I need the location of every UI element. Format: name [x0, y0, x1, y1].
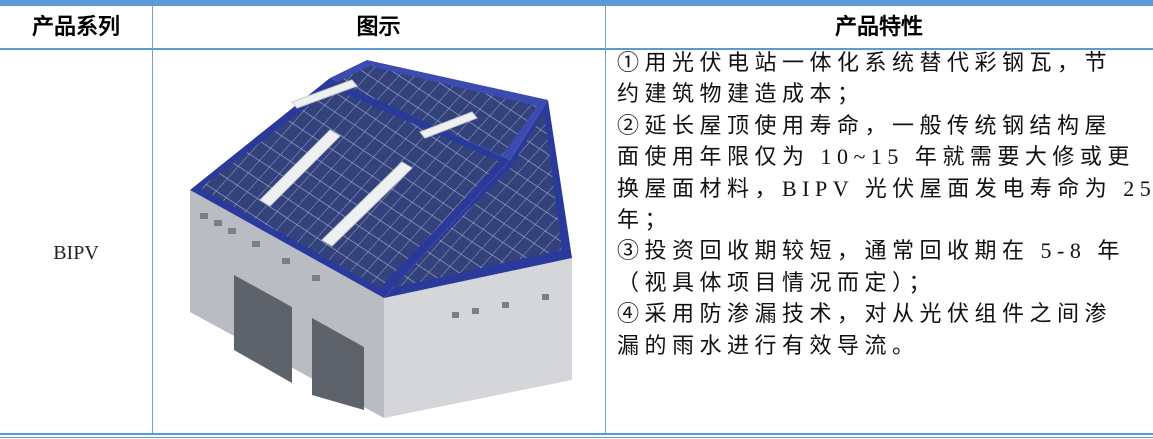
product-name: BIPV — [53, 242, 99, 264]
feature-line: 漏的雨水进行有效导流。 — [617, 332, 920, 358]
feature-line: ③投资回收期较短，通常回收期在 5-8 年 — [617, 238, 1125, 264]
header-cell: 产品系列 — [31, 15, 120, 40]
windows — [200, 213, 549, 318]
door — [312, 318, 364, 410]
column-divider — [152, 6, 153, 433]
feature-line: ②延长屋顶使用寿命，一般传统钢结构屋 — [617, 112, 1113, 138]
feature-line: ①用光伏电站一体化系统替代彩钢瓦，节 — [617, 50, 1113, 75]
bottom-rule — [0, 433, 1153, 435]
top-rule — [0, 0, 1153, 6]
feature-line: （视具体项目情况而定）； — [617, 269, 937, 295]
column-divider — [605, 6, 606, 433]
skylights — [259, 79, 478, 247]
header-rule — [0, 48, 1153, 50]
door — [234, 275, 292, 383]
feature-line: 年； — [617, 207, 673, 232]
feature-line: 面使用年限仅为 10~15 年就需要大修或更 — [617, 144, 1135, 170]
solar-panels — [392, 112, 562, 288]
feature-line: 约建筑物建造成本； — [617, 81, 865, 107]
solar-panels — [337, 66, 537, 156]
feature-line: 换屋面材料，BIPV 光伏屋面发电寿命为 25 — [617, 175, 1153, 201]
side-wall — [384, 258, 572, 418]
bottom-rule-2 — [0, 437, 1153, 438]
header-cell: 产品特性 — [834, 15, 923, 40]
header-cell: 图示 — [356, 15, 401, 40]
feature-line: ④采用防渗漏技术，对从光伏组件之间渗 — [617, 301, 1113, 327]
building-illustration — [190, 60, 572, 418]
